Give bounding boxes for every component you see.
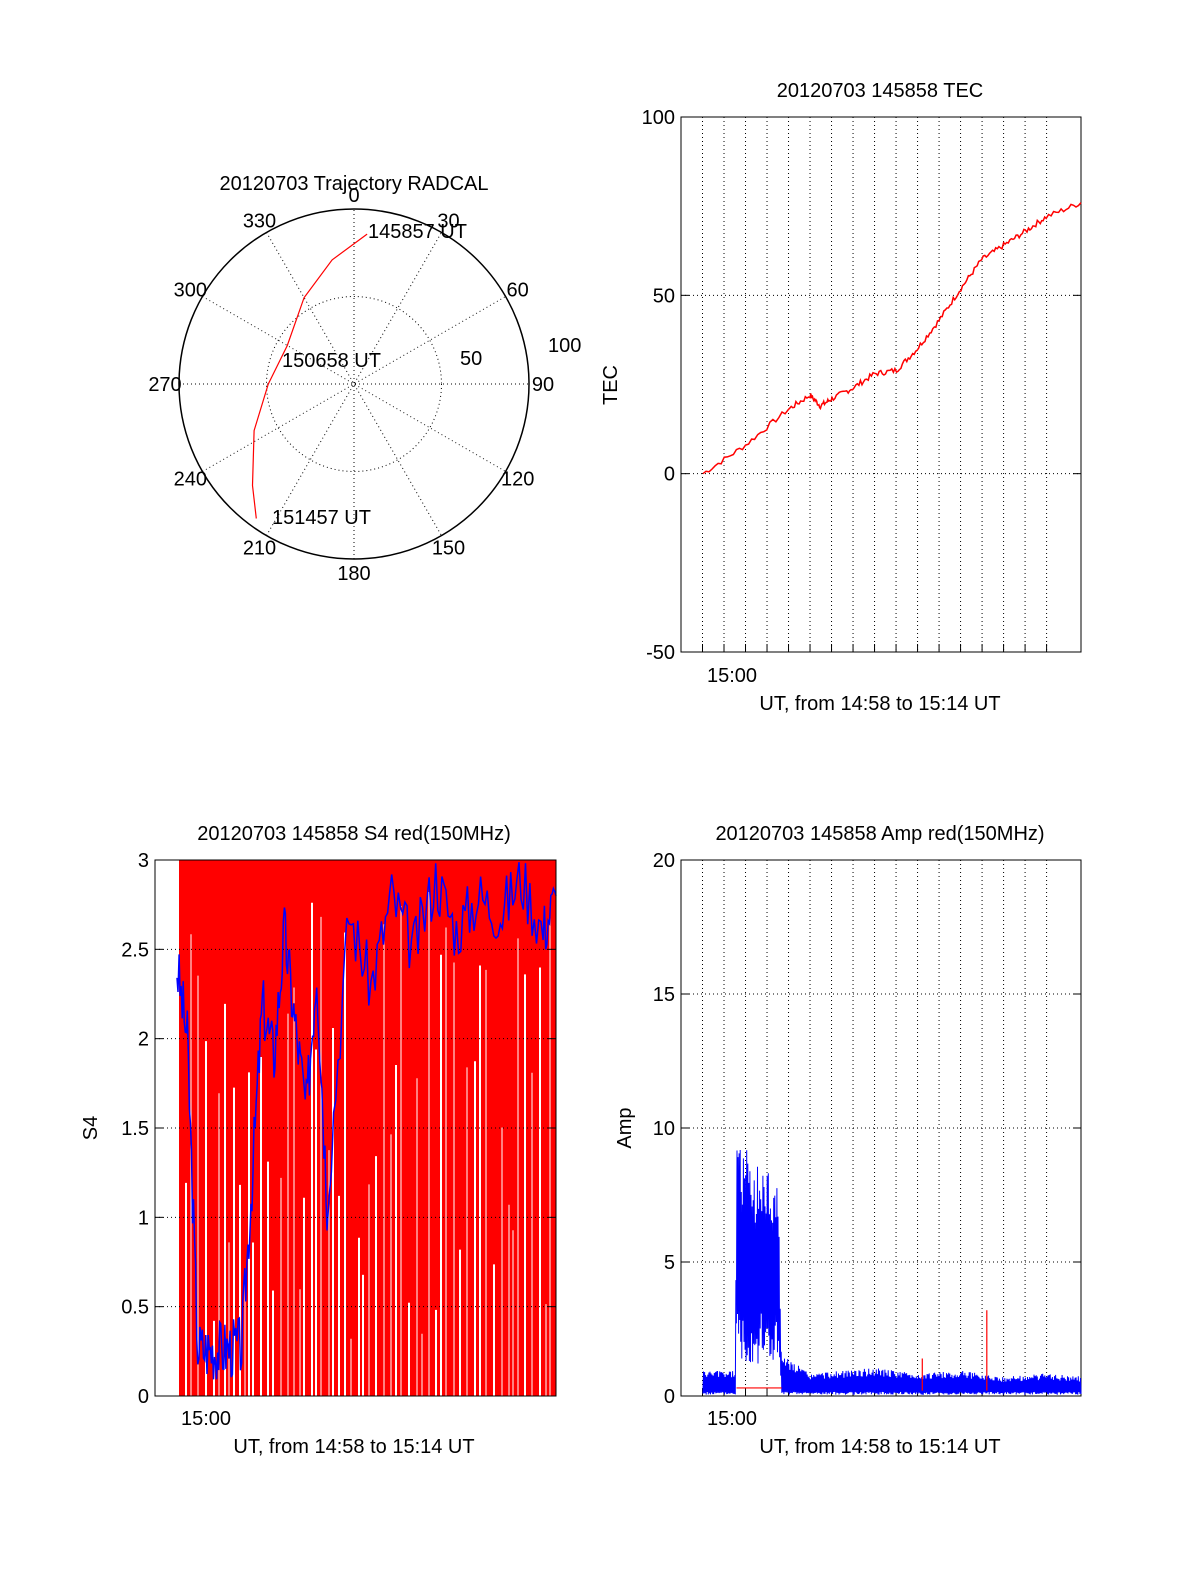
y-tick-label: 0 [138,1386,149,1408]
polar-angle-label: 90 [532,374,554,396]
polar-angle-label: 330 [243,210,276,232]
y-tick-label: 50 [653,285,675,307]
y-tick-label: 10 [653,1118,675,1140]
y-tick-label: 1.5 [121,1118,149,1140]
polar-trajectory-line [251,233,368,519]
polar-angle-label: 150 [432,538,465,560]
amp-y-ticks: 0 5 10 15 20 [653,850,1081,1408]
polar-annotation-mid: 150658 UT [282,350,381,372]
s4-x-tick-label: 15:00 [181,1408,231,1430]
polar-radius-label-50: 50 [460,348,482,370]
tec-grid [702,117,1048,652]
y-tick-label: 0.5 [121,1297,149,1319]
polar-inner-circle [266,296,442,472]
polar-angle-label: 270 [148,374,181,396]
tec-title: 20120703 145858 TEC [777,80,983,102]
polar-plot: 20120703 Trajectory RADCAL 0 30 60 90 120 150… [148,173,581,585]
polar-angle-label: 30 [437,210,459,232]
amp-x-axis-label: UT, from 14:58 to 15:14 UT [759,1436,1000,1458]
tec-x-axis-label: UT, from 14:58 to 15:14 UT [759,693,1000,715]
amp-y-axis-label: Amp [614,1107,636,1148]
amp-red-series-line [736,1310,988,1391]
y-tick-label: 5 [664,1252,675,1274]
y-tick-label: 2 [138,1029,149,1051]
polar-angle-label: 0 [348,185,359,207]
s4-stripes [185,892,551,1396]
y-tick-label: 2.5 [121,939,149,961]
s4-y-axis-label: S4 [80,1116,102,1140]
y-tick-label: 1 [138,1207,149,1229]
y-tick-label: 20 [653,850,675,872]
polar-radius-label-100: 100 [548,335,581,357]
y-tick-label: 3 [138,850,149,872]
polar-angle-label: 60 [507,280,529,302]
s4-blue-series-line [176,862,557,1380]
s4-title: 20120703 145858 S4 red(150MHz) [197,823,511,845]
amp-x-tick-label: 15:00 [707,1408,757,1430]
tec-plot-frame [680,116,1082,653]
y-tick-label: 0 [664,464,675,486]
y-tick-label: -50 [646,642,675,664]
polar-angle-label: 240 [174,469,207,491]
y-tick-label: 15 [653,984,675,1006]
polar-annotation-end: 151457 UT [272,507,371,529]
tec-x-tick-label: 15:00 [707,665,757,687]
tec-series-line [702,202,1082,475]
amp-blue-series-line [702,1149,1082,1395]
tec-plot: 20120703 145858 TEC -50 0 50 100 15:00 UT, … [600,80,1082,715]
polar-angle-labels: 0 30 60 90 120 150 180 210 240 270 300 330 [148,185,554,585]
amp-title: 20120703 145858 Amp red(150MHz) [715,823,1044,845]
polar-angle-label: 120 [501,469,534,491]
polar-angle-label: 300 [174,280,207,302]
tec-y-ticks: -50 0 50 100 [642,107,1081,664]
polar-annotation-start: 145857 UT [368,221,467,243]
polar-angle-label: 180 [337,563,370,585]
y-tick-label: 0 [664,1386,675,1408]
polar-angle-label: 210 [243,538,276,560]
tec-y-axis-label: TEC [600,365,622,405]
polar-title: 20120703 Trajectory RADCAL [219,173,488,195]
s4-plot: 20120703 145858 S4 red(150MHz) 0 0.5 1 1.5 2… [80,823,557,1458]
s4-x-axis-label: UT, from 14:58 to 15:14 UT [233,1436,474,1458]
amp-plot: 20120703 145858 Amp red(150MHz) 0 5 10 15 20… [614,823,1082,1458]
y-tick-label: 100 [642,107,675,129]
s4-y-ticks: 0 0.5 1 1.5 2 2.5 3 [121,850,556,1408]
